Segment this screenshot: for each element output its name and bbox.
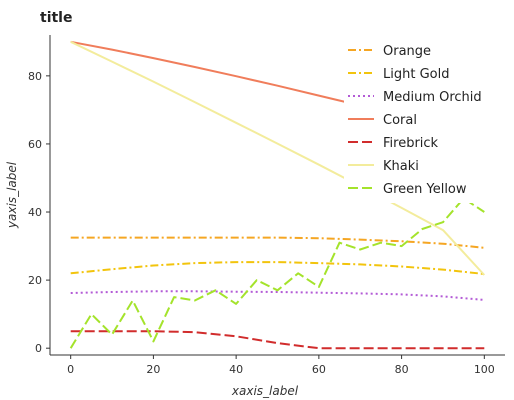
- x-axis-title: xaxis_label: [231, 384, 299, 398]
- y-tick-label: 40: [28, 206, 42, 219]
- x-tick-label: 60: [312, 363, 326, 376]
- legend-label: Green Yellow: [383, 182, 467, 197]
- legend-label: Coral: [383, 113, 417, 128]
- y-axis-title: yaxis_label: [5, 161, 19, 229]
- y-tick-label: 0: [35, 342, 42, 355]
- legend: Orange Light Gold Medium Orchid Coral Firebr…: [344, 35, 514, 203]
- y-tick-label: 80: [28, 70, 42, 83]
- chart-title: title: [40, 10, 72, 26]
- series-line-orange: [70, 236, 485, 249]
- y-tick-label: 60: [28, 138, 42, 151]
- x-tick-label: 40: [229, 363, 243, 376]
- plot-area: [49, 35, 505, 356]
- series-line-green-yellow: [69, 197, 485, 349]
- series-line-medium-orchid: [70, 290, 485, 301]
- x-tick-label: 20: [146, 363, 160, 376]
- x-axis: 0 20 40 60 80 100: [67, 355, 495, 376]
- series-line-light-gold: [70, 261, 485, 275]
- legend-label: Orange: [383, 44, 431, 59]
- y-tick-label: 20: [28, 274, 42, 287]
- legend-label: Medium Orchid: [383, 90, 482, 105]
- legend-label: Firebrick: [383, 136, 439, 151]
- x-tick-label: 100: [474, 363, 495, 376]
- series-line-khaki: [70, 40, 486, 276]
- series-line-firebrick: [70, 330, 485, 350]
- x-tick-label: 0: [67, 363, 74, 376]
- y-axis: 0 20 40 60 80: [28, 70, 50, 355]
- legend-label: Khaki: [383, 159, 419, 174]
- x-tick-label: 80: [395, 363, 409, 376]
- legend-label: Light Gold: [383, 67, 449, 82]
